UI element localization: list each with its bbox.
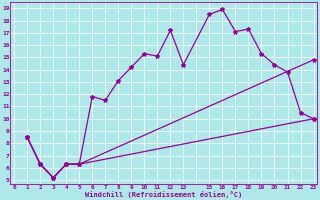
X-axis label: Windchill (Refroidissement éolien,°C): Windchill (Refroidissement éolien,°C) xyxy=(85,191,243,198)
